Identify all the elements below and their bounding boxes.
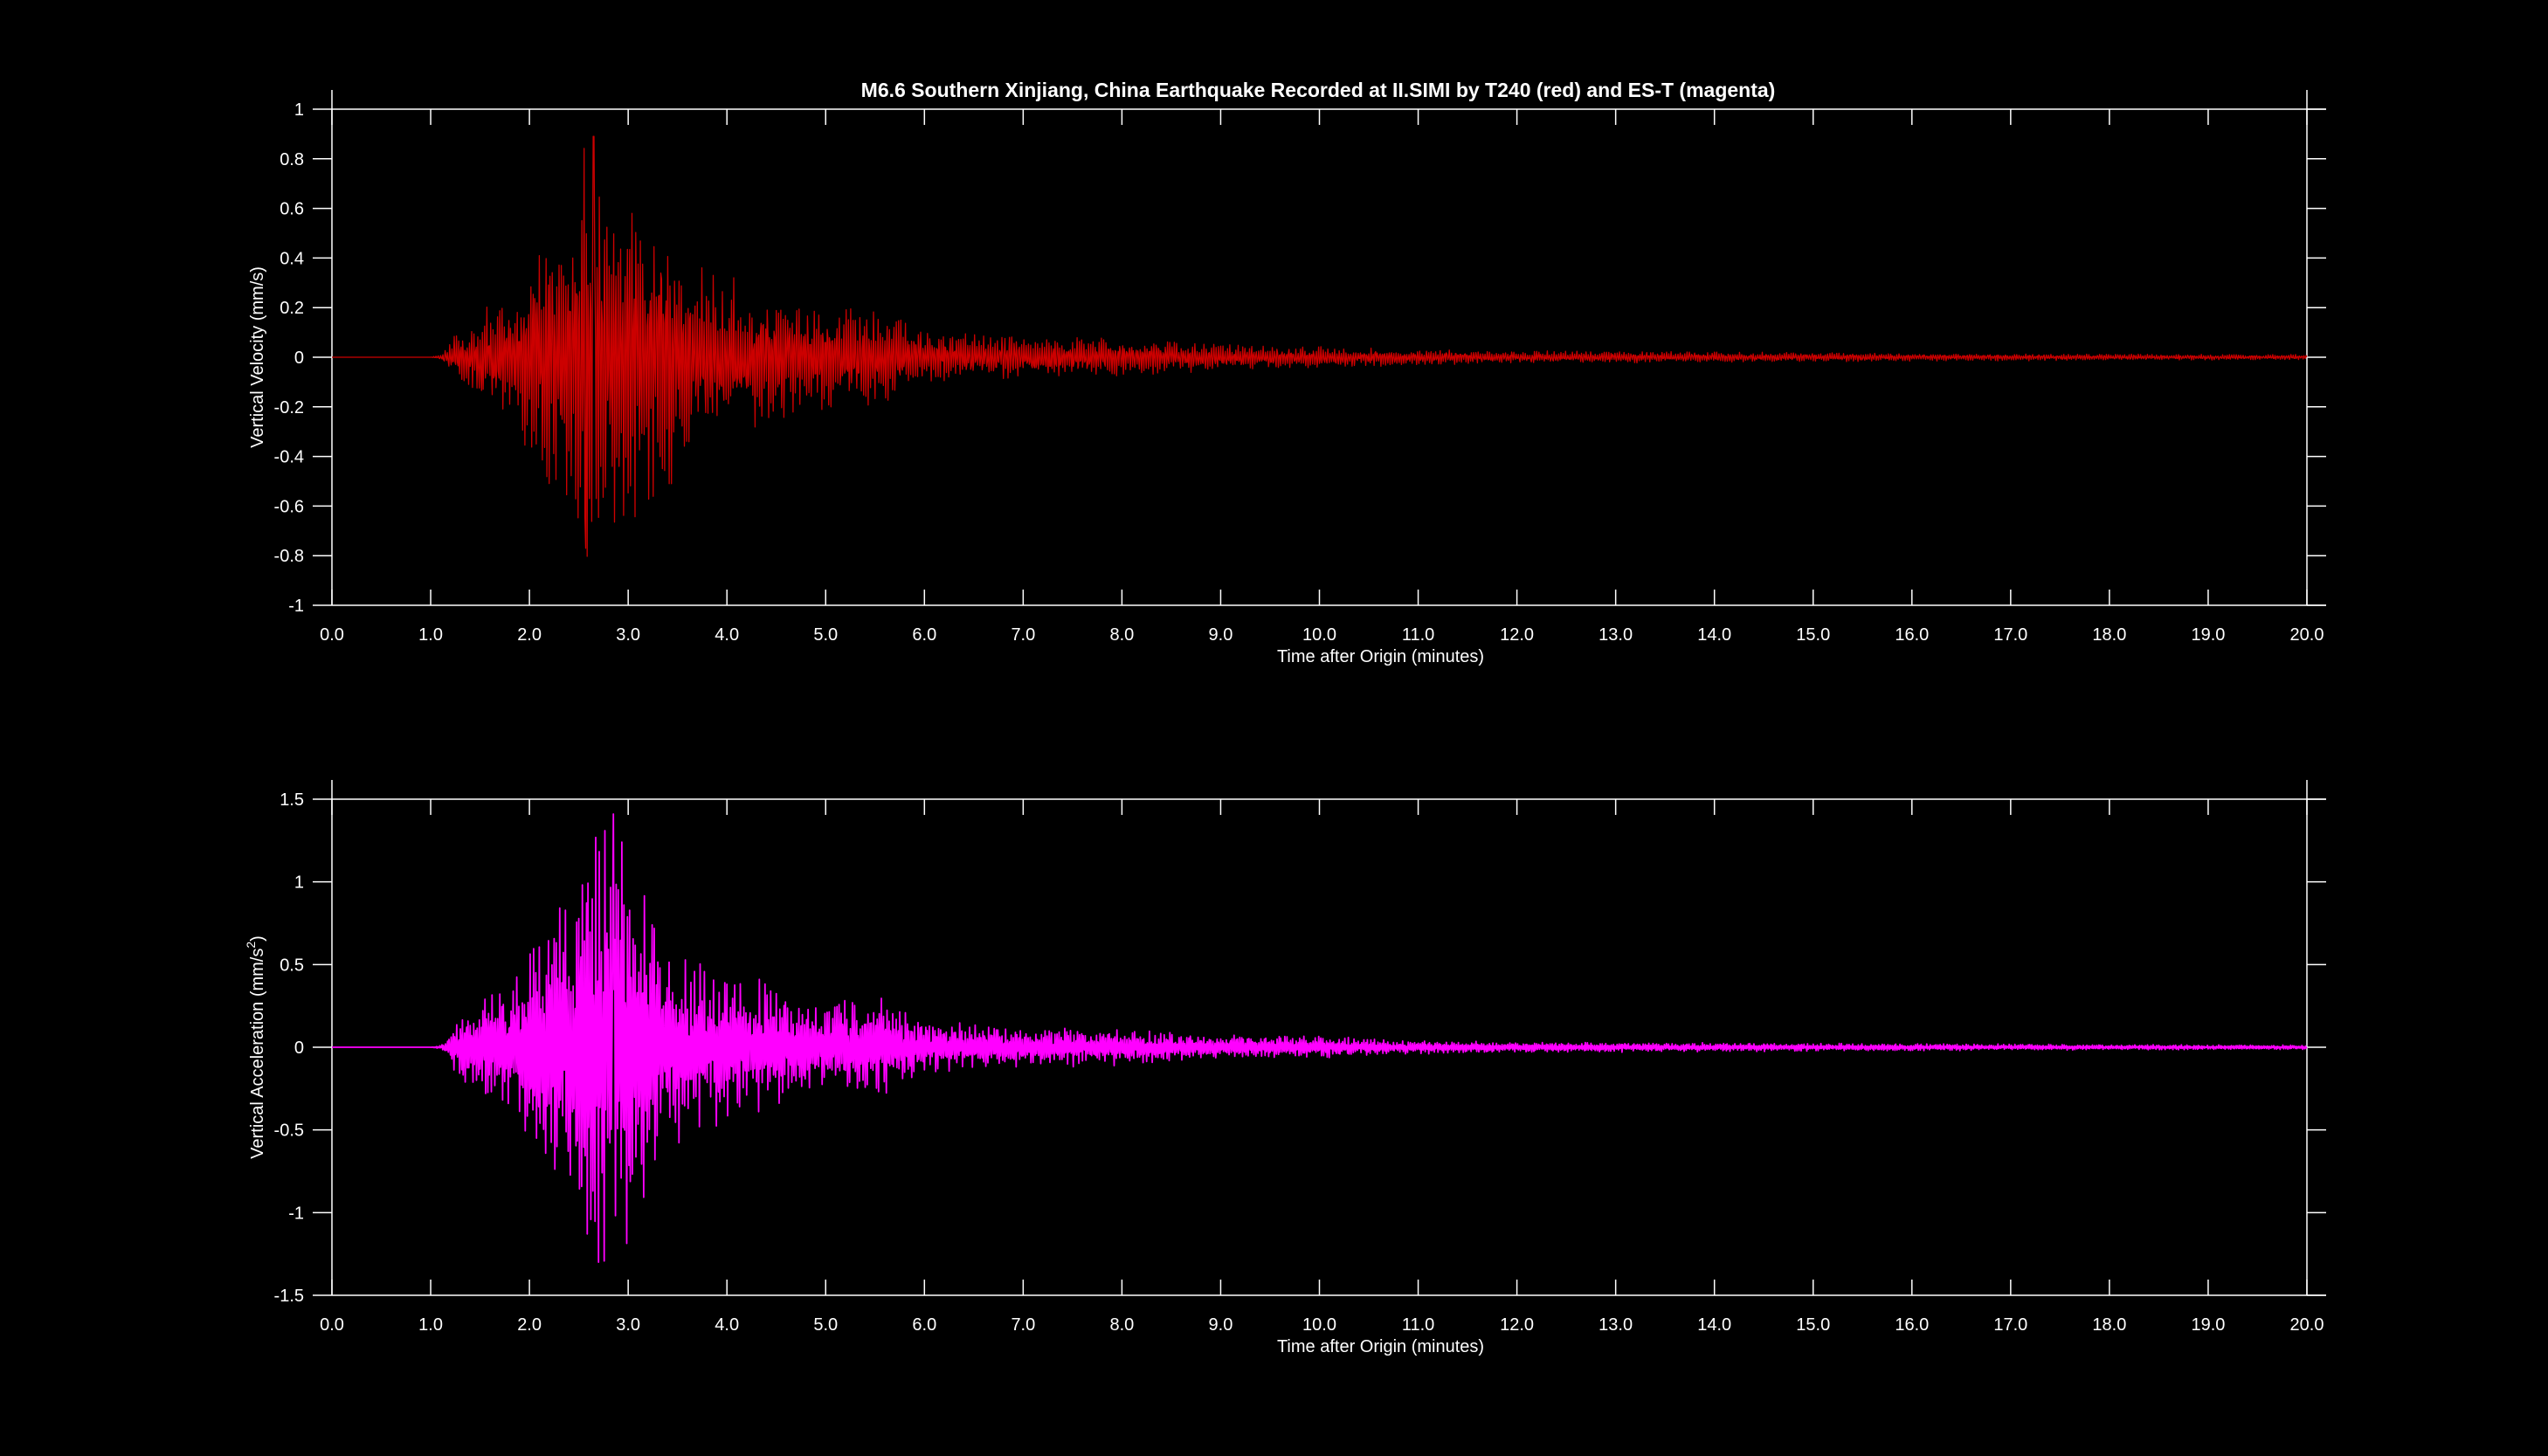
velocity-xtick-label: 19.0 <box>2191 625 2225 645</box>
acceleration-xtick-label: 10.0 <box>1302 1315 1336 1335</box>
velocity-ytick-label: 0.2 <box>280 299 304 318</box>
acceleration-xtick-label: 5.0 <box>813 1315 838 1335</box>
velocity-ytick-label: -0.6 <box>274 497 304 516</box>
acceleration-xtick-label: 4.0 <box>715 1315 739 1335</box>
velocity-xtick-label: 15.0 <box>1796 625 1830 645</box>
velocity-xtick-label: 8.0 <box>1109 625 1134 645</box>
velocity-xtick-label: 0.0 <box>320 625 344 645</box>
acceleration-xtick-label: 11.0 <box>1402 1315 1434 1335</box>
acceleration-xtick-label: 19.0 <box>2191 1315 2225 1335</box>
acceleration-xtick-label: 18.0 <box>2092 1315 2126 1335</box>
velocity-ytick-label: -0.4 <box>274 448 304 467</box>
acceleration-xtick-label: 0.0 <box>320 1315 344 1335</box>
acceleration-xtick-label: 1.0 <box>418 1315 443 1335</box>
acceleration-xtick-label: 3.0 <box>616 1315 640 1335</box>
acceleration-xtick-label: 6.0 <box>912 1315 936 1335</box>
velocity-ytick-label: -0.8 <box>274 547 304 566</box>
acceleration-panel: 0.0 1.0 2.0 3.0 4.0 5.0 6.0 7.0 8.0 9.0 10.0 11.0 12… <box>244 780 2326 1356</box>
velocity-ytick-label: 0.8 <box>280 150 304 169</box>
velocity-panel: 0.0 1.0 2.0 3.0 4.0 5.0 6.0 7.0 8.0 9.0 10.0 11.0 12… <box>248 90 2326 666</box>
velocity-xtick-label: 11.0 <box>1402 625 1434 645</box>
velocity-xtick-label: 17.0 <box>1993 625 2027 645</box>
acceleration-ytick-label: 0 <box>294 1039 304 1058</box>
acceleration-xtick-label: 20.0 <box>2290 1315 2324 1335</box>
velocity-ytick-label: -0.2 <box>274 398 304 417</box>
velocity-trace <box>332 135 2308 557</box>
acceleration-ylabel-sup: 2 <box>244 942 258 949</box>
velocity-ytick-label: -1 <box>288 597 304 616</box>
acceleration-xtick-label: 16.0 <box>1895 1315 1929 1335</box>
velocity-xtick-label: 1.0 <box>418 625 443 645</box>
velocity-xtick-label: 2.0 <box>517 625 542 645</box>
acceleration-ylabel-end: ) <box>248 935 267 942</box>
velocity-ytick-label: 0.4 <box>280 249 304 268</box>
velocity-xtick-label: 10.0 <box>1302 625 1336 645</box>
velocity-xtick-label: 3.0 <box>616 625 640 645</box>
acceleration-ytick-label: -0.5 <box>274 1121 304 1141</box>
velocity-xtick-label: 14.0 <box>1697 625 1731 645</box>
acceleration-ylabel-main: Vertical Acceleration (mm/s <box>248 949 267 1159</box>
acceleration-ytick-label: -1 <box>288 1204 304 1223</box>
velocity-xtick-label: 12.0 <box>1500 625 1534 645</box>
acceleration-xtick-label: 15.0 <box>1796 1315 1830 1335</box>
acceleration-ytick-label: 1.5 <box>280 790 304 810</box>
acceleration-xtick-label: 14.0 <box>1697 1315 1731 1335</box>
velocity-xtick-label: 20.0 <box>2290 625 2324 645</box>
acceleration-xtick-label: 12.0 <box>1500 1315 1534 1335</box>
acceleration-xtick-label: 8.0 <box>1109 1315 1134 1335</box>
acceleration-xtick-label: 7.0 <box>1011 1315 1035 1335</box>
velocity-xtick-label: 7.0 <box>1011 625 1035 645</box>
acceleration-xlabel: Time after Origin (minutes) <box>1277 1337 1484 1356</box>
velocity-xtick-label: 16.0 <box>1895 625 1929 645</box>
acceleration-xtick-label: 13.0 <box>1599 1315 1633 1335</box>
velocity-xtick-label: 9.0 <box>1209 625 1233 645</box>
acceleration-xtick-label: 17.0 <box>1993 1315 2027 1335</box>
velocity-ytick-label: 0.6 <box>280 200 304 219</box>
velocity-xlabel: Time after Origin (minutes) <box>1277 647 1484 666</box>
velocity-xtick-label: 13.0 <box>1599 625 1633 645</box>
velocity-ylabel: Vertical Velocity (mm/s) <box>248 266 267 448</box>
acceleration-ytick-label: 1 <box>294 873 304 893</box>
velocity-xtick-label: 5.0 <box>813 625 838 645</box>
acceleration-ytick-label: -1.5 <box>274 1287 304 1306</box>
velocity-ytick-label: 1 <box>294 100 304 120</box>
velocity-xtick-label: 4.0 <box>715 625 739 645</box>
acceleration-ylabel: Vertical Acceleration (mm/s2) <box>244 935 267 1159</box>
velocity-xtick-label: 6.0 <box>912 625 936 645</box>
acceleration-trace <box>331 813 2308 1263</box>
acceleration-ytick-label: 0.5 <box>280 956 304 975</box>
velocity-ytick-label: 0 <box>294 348 304 368</box>
acceleration-xtick-label: 2.0 <box>517 1315 542 1335</box>
chart-title: M6.6 Southern Xinjiang, China Earthquake… <box>861 79 1776 101</box>
acceleration-xtick-label: 9.0 <box>1209 1315 1233 1335</box>
velocity-xtick-label: 18.0 <box>2092 625 2126 645</box>
